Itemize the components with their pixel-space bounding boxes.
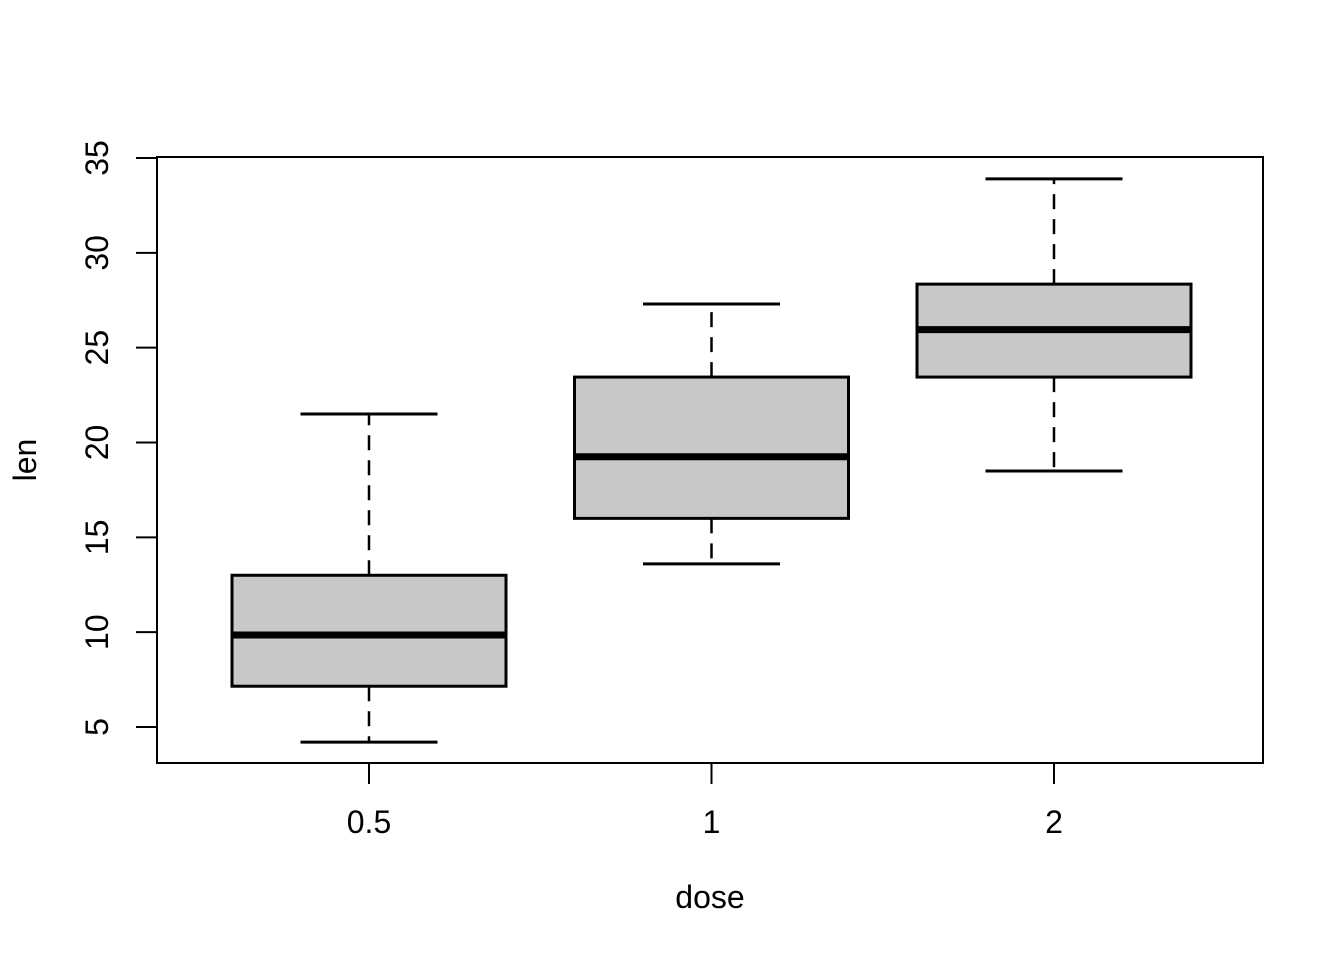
y-axis-tick-label: 15 (79, 520, 115, 556)
iqr-box (230, 573, 508, 688)
y-axis-tick-label: 10 (79, 614, 115, 650)
y-axis-tick-label: 20 (79, 425, 115, 461)
boxplot-group-0.5 (230, 412, 508, 744)
y-axis-tick-label: 30 (79, 235, 115, 271)
y-axis-title: len (7, 439, 43, 482)
plot-frame (156, 156, 1264, 764)
plot-marks: 5 10 15 20 25 30 35 0.5 1 2 (79, 140, 1264, 840)
iqr-box (573, 375, 850, 520)
y-axis-tick-label: 5 (79, 718, 115, 736)
y-axis-tick-label: 25 (79, 330, 115, 366)
boxplot-group-2 (915, 177, 1193, 473)
boxplot-group-1 (573, 302, 850, 566)
x-axis-title: dose (675, 879, 744, 915)
y-axis-tick-label: 35 (79, 140, 115, 176)
x-axis-tick-label: 0.5 (347, 804, 391, 840)
x-axis-tick-label: 2 (1045, 804, 1063, 840)
x-axis-tick-label: 1 (703, 804, 721, 840)
